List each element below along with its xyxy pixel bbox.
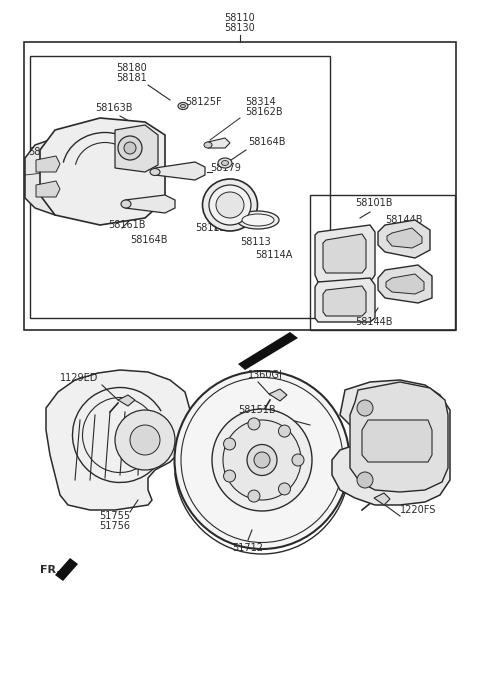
Polygon shape — [378, 265, 432, 303]
Polygon shape — [386, 274, 424, 294]
Text: 58179: 58179 — [210, 163, 241, 173]
Polygon shape — [315, 278, 375, 322]
Bar — [310, 195, 455, 330]
Ellipse shape — [216, 192, 244, 218]
Polygon shape — [238, 332, 298, 370]
Text: 1360GJ: 1360GJ — [248, 370, 283, 380]
Ellipse shape — [278, 425, 290, 437]
Ellipse shape — [121, 200, 131, 208]
Bar — [30, 56, 330, 318]
Text: 58114A: 58114A — [255, 250, 292, 260]
Text: 58112: 58112 — [195, 223, 226, 233]
Bar — [24, 42, 456, 330]
Polygon shape — [332, 380, 450, 505]
Ellipse shape — [292, 454, 304, 466]
Text: 58181: 58181 — [117, 73, 147, 83]
Polygon shape — [350, 382, 448, 492]
Ellipse shape — [92, 156, 98, 160]
Text: 1220FS: 1220FS — [400, 505, 436, 515]
Ellipse shape — [224, 438, 236, 450]
Text: 58101B: 58101B — [355, 198, 393, 208]
Circle shape — [130, 425, 160, 455]
Text: FR.: FR. — [40, 565, 60, 575]
Circle shape — [357, 400, 373, 416]
Ellipse shape — [135, 124, 145, 131]
Polygon shape — [40, 118, 165, 225]
Text: 51756: 51756 — [99, 521, 131, 531]
Polygon shape — [315, 225, 375, 282]
Polygon shape — [115, 125, 158, 172]
Ellipse shape — [223, 420, 301, 500]
Text: 58180: 58180 — [117, 63, 147, 73]
Polygon shape — [155, 162, 205, 180]
Polygon shape — [125, 195, 175, 213]
Ellipse shape — [175, 371, 349, 549]
Ellipse shape — [204, 142, 212, 148]
Text: 58151B: 58151B — [238, 405, 276, 415]
Ellipse shape — [209, 185, 251, 225]
Ellipse shape — [221, 160, 228, 166]
Polygon shape — [118, 395, 135, 406]
Polygon shape — [55, 558, 78, 581]
Polygon shape — [378, 220, 430, 258]
Polygon shape — [269, 389, 287, 401]
Ellipse shape — [248, 490, 260, 502]
Ellipse shape — [203, 179, 257, 231]
Ellipse shape — [237, 211, 279, 229]
Ellipse shape — [178, 103, 188, 109]
Circle shape — [115, 410, 175, 470]
Text: 51712: 51712 — [232, 543, 264, 553]
Text: 58125: 58125 — [28, 147, 59, 157]
Ellipse shape — [212, 409, 312, 511]
Ellipse shape — [248, 418, 260, 430]
Text: 58163B: 58163B — [95, 103, 132, 113]
Ellipse shape — [242, 214, 274, 226]
Polygon shape — [323, 234, 366, 273]
Text: 58314: 58314 — [245, 97, 276, 107]
Text: 58161B: 58161B — [108, 220, 145, 230]
Ellipse shape — [224, 470, 236, 482]
Text: 1129ED: 1129ED — [60, 373, 98, 383]
Polygon shape — [36, 181, 60, 197]
Text: 58164B: 58164B — [130, 235, 168, 245]
Text: 51755: 51755 — [99, 511, 131, 521]
Text: 58113: 58113 — [240, 237, 271, 247]
Ellipse shape — [247, 444, 277, 475]
Circle shape — [124, 142, 136, 154]
Text: 58164B: 58164B — [248, 137, 286, 147]
Text: 58110: 58110 — [225, 13, 255, 23]
Polygon shape — [374, 493, 390, 505]
Text: 58162B: 58162B — [245, 107, 283, 117]
Ellipse shape — [89, 154, 101, 162]
Ellipse shape — [218, 158, 232, 168]
Text: 58130: 58130 — [225, 23, 255, 33]
Polygon shape — [208, 138, 230, 148]
Polygon shape — [36, 156, 60, 172]
Text: 58144B: 58144B — [385, 215, 422, 225]
Ellipse shape — [180, 105, 185, 107]
Polygon shape — [46, 370, 190, 510]
Polygon shape — [362, 420, 432, 462]
Polygon shape — [387, 228, 422, 248]
Polygon shape — [25, 138, 70, 215]
Circle shape — [118, 136, 142, 160]
Ellipse shape — [150, 169, 160, 175]
Polygon shape — [323, 286, 366, 316]
Circle shape — [357, 472, 373, 488]
Text: 58144B: 58144B — [355, 317, 393, 327]
Ellipse shape — [278, 483, 290, 495]
Ellipse shape — [254, 452, 270, 468]
Text: 58125F: 58125F — [185, 97, 222, 107]
